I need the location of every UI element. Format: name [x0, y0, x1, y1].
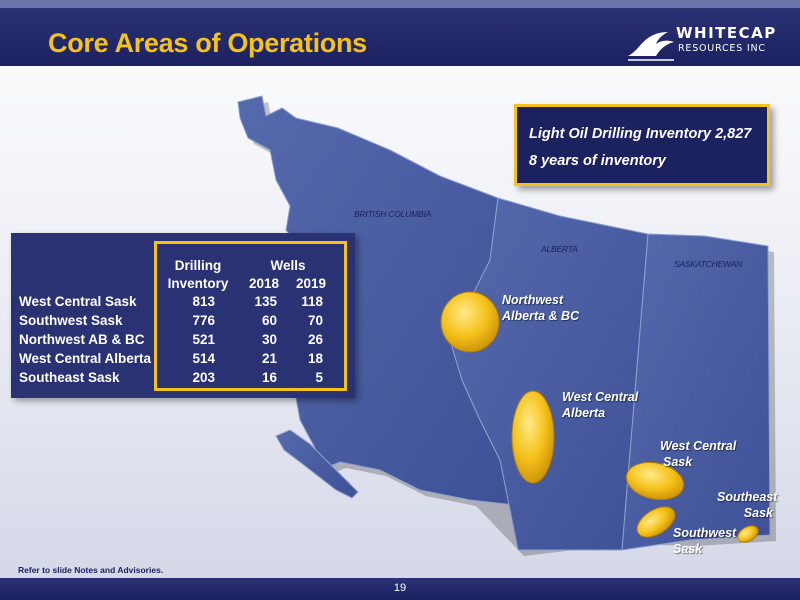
label-northwest-ab-bc: Northwest Alberta & BC: [502, 293, 580, 323]
label-west-central-sask: West Central Sask: [660, 439, 737, 469]
area-southwest-sask: [636, 506, 676, 538]
vancouver-island-shape: [275, 429, 359, 499]
table-header-inventory: Inventory: [167, 276, 229, 291]
footer-bar: 19: [0, 578, 800, 600]
header-bar: Core Areas of Operations WHITECAP RESOUR…: [0, 8, 800, 66]
table-row-wells-2018: 16: [261, 370, 277, 385]
table-highlight-frame: [154, 241, 347, 391]
province-label-alberta: ALBERTA: [541, 244, 578, 254]
label-west-central-alberta: West Central Alberta: [562, 390, 639, 420]
wave-logo-icon: [628, 32, 674, 61]
table-row-inventory: 776: [192, 313, 215, 328]
table-row-wells-2019: 70: [307, 313, 323, 328]
table-row-area: Southwest Sask: [19, 313, 123, 328]
table-row-inventory: 813: [192, 294, 215, 309]
table-row-inventory: 203: [192, 370, 215, 385]
province-label-saskatchewan: SASKATCHEWAN: [674, 259, 743, 269]
page-title: Core Areas of Operations: [48, 28, 367, 58]
table-header-drilling: Drilling: [174, 258, 222, 273]
table-row-wells-2019: 118: [301, 294, 323, 309]
table-header-2018: 2018: [248, 276, 280, 291]
area-southeast-sask: [737, 525, 759, 543]
table-row-inventory: 521: [192, 332, 215, 347]
table-header-wells: Wells: [270, 258, 306, 273]
table-row-wells-2018: 60: [261, 313, 277, 328]
drilling-table: Drilling Wells Inventory 2018 2019 West …: [11, 233, 355, 398]
table-row-wells-2019: 5: [315, 370, 323, 385]
table-row-wells-2018: 21: [261, 351, 277, 366]
page-number: 19: [393, 582, 407, 594]
table-row-area: Northwest AB & BC: [19, 332, 145, 347]
table-row-area: Southeast Sask: [19, 370, 120, 385]
logo-wordmark: WHITECAP: [676, 24, 777, 42]
company-logo: WHITECAP RESOURCES INC: [626, 22, 796, 64]
area-west-central-alberta: [511, 390, 555, 484]
logo-subtitle: RESOURCES INC: [678, 43, 766, 54]
inventory-years: 8 years of inventory: [529, 153, 666, 169]
table-row-wells-2019: 18: [307, 351, 323, 366]
province-label-bc: BRITISH COLUMBIA: [354, 209, 432, 219]
inventory-callout: Light Oil Drilling Inventory 2,827 8 yea…: [514, 104, 770, 186]
table-row-area: West Central Sask: [19, 294, 137, 309]
table-row-wells-2018: 30: [261, 332, 277, 347]
table-row-area: West Central Alberta: [19, 351, 152, 366]
table-header-2019: 2019: [295, 276, 327, 291]
label-southeast-sask: Southeast Sask: [717, 490, 778, 520]
table-row-inventory: 514: [192, 351, 215, 366]
top-rule: [0, 0, 800, 8]
footnote: Refer to slide Notes and Advisories.: [18, 565, 164, 575]
label-southwest-sask: Southwest Sask: [673, 526, 737, 556]
area-northwest-ab-bc: [440, 291, 500, 353]
table-row-wells-2019: 26: [307, 332, 323, 347]
area-west-central-sask: [625, 461, 685, 501]
inventory-total: Light Oil Drilling Inventory 2,827: [529, 126, 752, 142]
table-row-wells-2018: 135: [254, 294, 277, 309]
